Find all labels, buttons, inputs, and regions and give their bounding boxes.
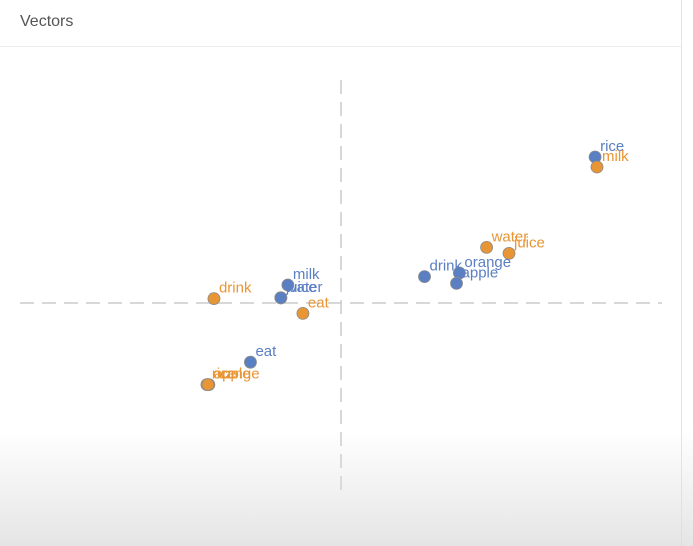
point-eat-s1 (296, 306, 310, 320)
panel-header: Vectors (0, 0, 681, 47)
point-apple-s0 (450, 276, 463, 290)
point-juice-s1 (502, 246, 516, 260)
point-milk-s1 (590, 160, 604, 174)
point-label-rice-s1: rice (212, 366, 236, 383)
point-label-apple-s1: apple (214, 366, 251, 383)
point-label-eat-s1: eat (308, 294, 330, 311)
point-label-milk-s0: milk (293, 266, 320, 283)
point-label-apple-s0: apple (462, 264, 499, 281)
point-label-juice-s0: juice (285, 279, 317, 296)
point-label-drink-s1: drink (219, 280, 252, 297)
point-label-drink-s0: drink (430, 258, 463, 275)
points-layer (200, 150, 604, 392)
point-label-eat-s0: eat (255, 343, 277, 360)
point-label-rice-s0: rice (600, 138, 624, 155)
point-label-milk-s1: milk (602, 148, 629, 165)
point-drink-s0 (418, 270, 431, 284)
point-juice-s0 (274, 291, 288, 305)
point-eat-s0 (244, 355, 257, 369)
point-label-orange-s0: orange (464, 254, 511, 271)
point-label-orange-s1: orange (213, 366, 260, 383)
point-label-water-s0: water (285, 279, 323, 296)
point-label-juice-s1: juice (513, 234, 545, 251)
point-drink-s1 (207, 292, 221, 306)
point-milk-s0 (281, 278, 295, 292)
point-water-s1 (480, 240, 494, 254)
panel-title: Vectors (20, 13, 74, 30)
point-label-water-s1: water (491, 228, 529, 245)
point-orange-s1 (201, 378, 215, 392)
